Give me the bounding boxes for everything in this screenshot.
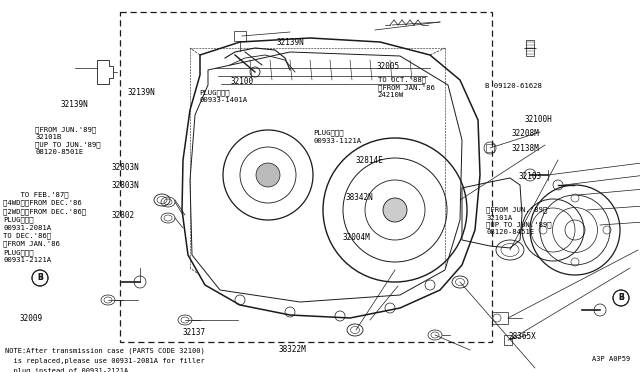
Text: 24210W: 24210W xyxy=(378,92,404,98)
Text: B: B xyxy=(618,294,624,302)
Bar xyxy=(492,312,508,324)
Text: B: B xyxy=(37,273,43,282)
Text: 38342N: 38342N xyxy=(346,193,373,202)
Circle shape xyxy=(383,198,407,222)
Text: 32139N: 32139N xyxy=(61,100,88,109)
Text: 32004M: 32004M xyxy=(342,233,370,242)
Text: 32100: 32100 xyxy=(230,77,253,86)
Text: 38322M: 38322M xyxy=(278,345,306,354)
Text: NOTE:After transmission case (PARTS CODE 32100): NOTE:After transmission case (PARTS CODE… xyxy=(5,348,205,355)
Text: （FROM JAN.'86: （FROM JAN.'86 xyxy=(378,84,435,91)
Text: （4WD）（FROM DEC.'86: （4WD）（FROM DEC.'86 xyxy=(3,200,82,206)
Text: B 09120-61628: B 09120-61628 xyxy=(485,83,542,89)
Text: 32814E: 32814E xyxy=(355,156,383,165)
Text: 32803N: 32803N xyxy=(112,181,140,190)
Bar xyxy=(234,31,246,41)
Text: 08120-8501E: 08120-8501E xyxy=(35,149,83,155)
Text: 00931-2121A: 00931-2121A xyxy=(3,257,51,263)
Text: PLUGプラグ: PLUGプラグ xyxy=(314,130,344,137)
Text: 32137: 32137 xyxy=(182,328,205,337)
Bar xyxy=(526,40,534,56)
Text: A3P A0P59: A3P A0P59 xyxy=(592,356,630,362)
Text: B: B xyxy=(37,273,43,282)
Text: is replaced,please use 00931-2081A for filler: is replaced,please use 00931-2081A for f… xyxy=(5,358,205,364)
Text: PLUGプラグ: PLUGプラグ xyxy=(200,90,230,96)
Bar xyxy=(486,144,494,152)
Text: 32100H: 32100H xyxy=(525,115,552,124)
Text: （FROM JAN.'86: （FROM JAN.'86 xyxy=(3,241,60,247)
Text: 32005: 32005 xyxy=(376,62,399,71)
Text: 32208M: 32208M xyxy=(512,129,540,138)
Text: 32009: 32009 xyxy=(19,314,42,323)
Text: TO DEC.'86）: TO DEC.'86） xyxy=(3,232,51,239)
Text: （FROM JUN.'89）: （FROM JUN.'89） xyxy=(486,207,548,214)
Text: B: B xyxy=(618,294,624,302)
Text: 00931-2081A: 00931-2081A xyxy=(3,225,51,231)
Text: 32139N: 32139N xyxy=(128,88,156,97)
Text: （FROM JUN.'89）: （FROM JUN.'89） xyxy=(35,126,97,133)
Text: 32138M: 32138M xyxy=(512,144,540,153)
Text: 08120-8451E: 08120-8451E xyxy=(486,230,534,235)
Text: 32101A: 32101A xyxy=(486,215,513,221)
Bar xyxy=(120,12,492,342)
Text: 00933-1401A: 00933-1401A xyxy=(200,97,248,103)
Text: 32103: 32103 xyxy=(518,172,541,181)
Text: 32802: 32802 xyxy=(112,211,135,220)
Text: 32139N: 32139N xyxy=(276,38,304,47)
Text: PLUGプラグ: PLUGプラグ xyxy=(3,216,34,223)
Text: PLUGプラグ: PLUGプラグ xyxy=(3,249,34,256)
Text: 28365X: 28365X xyxy=(509,332,536,341)
Text: （UP TO JUN.'89）: （UP TO JUN.'89） xyxy=(486,222,552,228)
Text: （2WD）（FROM DEC.'86）: （2WD）（FROM DEC.'86） xyxy=(3,208,86,215)
Text: TO FEB.'87）: TO FEB.'87） xyxy=(3,192,69,198)
Text: plug instead of 00931-2121A: plug instead of 00931-2121A xyxy=(5,368,128,372)
Text: 00933-1121A: 00933-1121A xyxy=(314,138,362,144)
Text: 32803N: 32803N xyxy=(112,163,140,172)
Text: TO OCT.'88）: TO OCT.'88） xyxy=(378,77,426,83)
Text: （UP TO JUN.'89）: （UP TO JUN.'89） xyxy=(35,141,101,148)
Bar xyxy=(504,335,512,345)
Circle shape xyxy=(256,163,280,187)
Text: 32101B: 32101B xyxy=(35,134,61,140)
